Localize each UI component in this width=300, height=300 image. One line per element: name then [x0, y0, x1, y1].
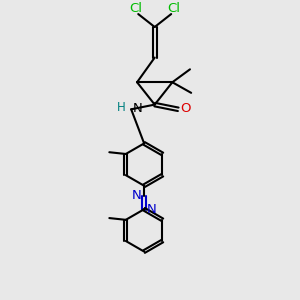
Text: N: N — [147, 203, 157, 216]
Text: N: N — [132, 102, 142, 115]
Text: H: H — [117, 101, 125, 114]
Text: Cl: Cl — [129, 2, 142, 15]
Text: Cl: Cl — [167, 2, 180, 15]
Text: O: O — [181, 102, 191, 115]
Text: N: N — [132, 189, 141, 202]
